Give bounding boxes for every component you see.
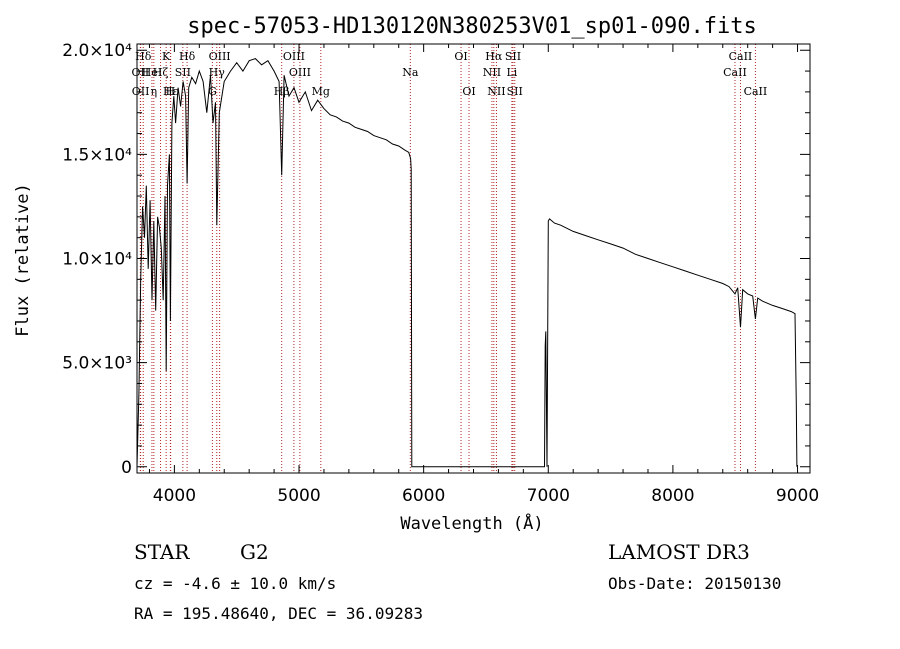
- y-axis: 0 5.0×10³ 1.0×10⁴ 1.5×10⁴ 2.0×10⁴: [62, 41, 810, 478]
- line-label-13: G: [208, 85, 217, 98]
- x-axis-label: Wavelength (Å): [400, 512, 543, 534]
- y-axis-label: Flux (relative): [13, 183, 33, 337]
- spectrum-line: [136, 58, 798, 468]
- chart-title: spec-57053-HD130120N380253V01_sp01-090.f…: [187, 14, 757, 39]
- x-tick-label-1: 5000: [277, 486, 320, 506]
- line-label-15: OIII: [283, 50, 305, 63]
- line-label-14: Hβ: [274, 85, 290, 98]
- line-label-0: Hδ: [135, 50, 152, 63]
- line-label-11: OIII: [209, 50, 231, 63]
- line-label-7: HeI: [142, 66, 162, 79]
- survey-name: LAMOST DR3: [608, 540, 750, 564]
- line-label-21: Hα: [485, 50, 503, 63]
- line-label-5: K: [162, 50, 171, 63]
- line-label-4: Hε: [163, 85, 179, 98]
- line-label-19: OI: [454, 50, 467, 63]
- plot-frame: [136, 43, 811, 474]
- line-label-26: SII: [507, 85, 523, 98]
- line-label-8: SII: [175, 66, 191, 79]
- x-tick-label-4: 8000: [651, 486, 694, 506]
- line-label-9: Hδ: [179, 50, 196, 63]
- line-label-23: NII: [487, 85, 505, 98]
- line-label-28: CaII: [723, 66, 747, 79]
- y-tick-label-0: 0: [121, 458, 132, 478]
- obs-date: Obs-Date: 20150130: [608, 574, 782, 593]
- line-label-17: Mg: [312, 85, 330, 98]
- y-tick-label-2: 1.0×10⁴: [62, 250, 132, 270]
- x-axis: 4000 5000 6000 7000 8000 9000: [148, 44, 819, 506]
- line-label-18: Na: [402, 66, 419, 79]
- line-label-22: NII: [483, 66, 501, 79]
- line-label-24: SII: [505, 50, 521, 63]
- line-label-10: η: [151, 85, 158, 98]
- x-tick-label-3: 7000: [527, 486, 570, 506]
- line-label-25: Li: [506, 66, 517, 79]
- y-tick-label-1: 5.0×10³: [62, 354, 132, 374]
- x-tick-label-2: 6000: [402, 486, 445, 506]
- line-label-12: Hγ: [209, 66, 226, 79]
- y-tick-label-3: 1.5×10⁴: [62, 145, 132, 165]
- line-label-1: OII: [132, 66, 150, 79]
- spectral-line-markers: [139, 44, 756, 473]
- line-label-16: OIII: [289, 66, 311, 79]
- redshift-readout: cz = -4.6 ± 10.0 km/s: [134, 574, 337, 593]
- coordinates: RA = 195.48640, DEC = 36.09283: [134, 604, 423, 623]
- x-tick-label-5: 9000: [776, 486, 819, 506]
- object-class: STAR: [134, 540, 190, 564]
- x-tick-label-0: 4000: [153, 486, 196, 506]
- line-label-27: CaII: [729, 50, 753, 63]
- line-label-29: CaII: [744, 85, 768, 98]
- line-label-20: OI: [462, 85, 475, 98]
- line-label-3: Hζ: [153, 66, 169, 79]
- y-tick-label-4: 2.0×10⁴: [62, 41, 132, 61]
- subclass: G2: [240, 540, 269, 564]
- line-label-6: H: [166, 85, 176, 98]
